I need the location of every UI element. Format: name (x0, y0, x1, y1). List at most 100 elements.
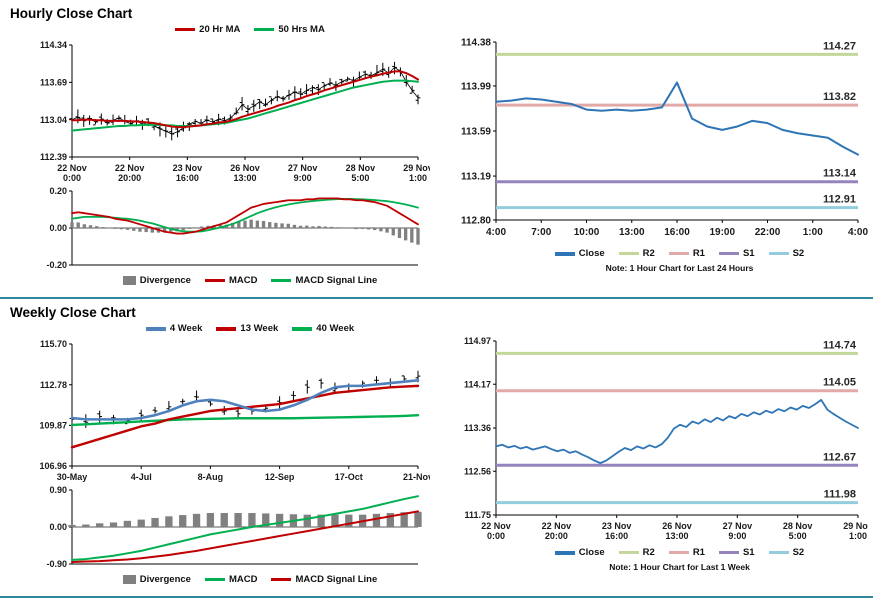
svg-text:0.20: 0.20 (49, 186, 67, 196)
legend-item-divergence: Divergence (122, 275, 191, 286)
svg-text:9:00: 9:00 (294, 173, 312, 183)
legend-item-4-week: 4 Week (145, 323, 202, 334)
hourly-section-title: Hourly Close Chart (10, 6, 133, 21)
svg-text:20:00: 20:00 (118, 173, 141, 183)
svg-text:16:00: 16:00 (664, 227, 690, 238)
svg-text:13:00: 13:00 (665, 531, 688, 541)
legend-item-close: Close (554, 248, 605, 259)
svg-text:113.82: 113.82 (823, 91, 856, 103)
legend-swatch-r1 (668, 551, 689, 554)
svg-text:5:00: 5:00 (789, 531, 807, 541)
legend-swatch-macd-signal-line (271, 279, 292, 282)
svg-text:114.05: 114.05 (823, 377, 856, 389)
svg-text:16:00: 16:00 (605, 531, 628, 541)
legend-label: 13 Week (240, 323, 279, 334)
hourly-macd-chart: -0.20 0.00 0.20 (46, 186, 420, 270)
legend-swatch-divergence (122, 276, 136, 285)
legend-swatch-macd (204, 578, 225, 581)
svg-text:17-Oct: 17-Oct (335, 472, 363, 482)
hourly-price-legend: 20 Hr MA 50 Hrs MA (22, 22, 434, 37)
legend-swatch-divergence (122, 575, 136, 584)
legend-label: R1 (692, 248, 705, 259)
legend-swatch-13-week (216, 326, 237, 331)
hourly-section: Hourly Close Chart 20 Hr MA 50 Hrs MA 112… (0, 0, 873, 299)
svg-text:19:00: 19:00 (709, 227, 735, 238)
legend-item-s1: S1 (718, 547, 755, 558)
legend-item-13-week: 13 Week (216, 323, 278, 334)
legend-swatch-close (554, 550, 575, 555)
svg-text:27 Nov: 27 Nov (288, 163, 318, 173)
svg-text:26 Nov: 26 Nov (230, 163, 260, 173)
weekly-price-legend: 4 Week 13 Week 40 Week (22, 321, 434, 336)
svg-text:10:00: 10:00 (574, 227, 600, 238)
svg-text:109.87: 109.87 (39, 421, 67, 431)
svg-text:113.59: 113.59 (461, 127, 491, 138)
legend-label: MACD (228, 275, 258, 286)
svg-text:112.80: 112.80 (461, 216, 491, 227)
svg-text:27 Nov: 27 Nov (723, 521, 753, 531)
legend-swatch-macd-signal-line (271, 578, 292, 581)
svg-text:22 Nov: 22 Nov (481, 521, 511, 531)
svg-text:112.67: 112.67 (823, 451, 856, 463)
legend-item-r2: R2 (618, 248, 655, 259)
svg-text:115.70: 115.70 (40, 339, 67, 349)
svg-text:113.04: 113.04 (40, 115, 67, 125)
legend-item-r1: R1 (668, 547, 705, 558)
legend-label: 50 Hrs MA (278, 24, 325, 35)
svg-text:28 Nov: 28 Nov (346, 163, 376, 173)
svg-text:26 Nov: 26 Nov (662, 521, 692, 531)
legend-swatch-s2 (768, 551, 789, 554)
svg-text:106.96: 106.96 (39, 461, 67, 471)
svg-text:21-Nov: 21-Nov (403, 472, 430, 482)
svg-text:28 Nov: 28 Nov (783, 521, 813, 531)
legend-swatch-s2 (768, 252, 789, 255)
weekly-macd-chart: -0.90 0.00 0.90 (46, 485, 422, 569)
svg-text:-0.20: -0.20 (46, 260, 67, 270)
legend-label: S2 (792, 248, 805, 259)
svg-text:29 Nov: 29 Nov (843, 521, 868, 531)
legend-label: R2 (642, 547, 655, 558)
svg-text:5:00: 5:00 (351, 173, 369, 183)
hourly-left-column: 20 Hr MA 50 Hrs MA 112.39 113.04 113.69 114.… (22, 22, 434, 288)
legend-item-divergence: Divergence (122, 574, 191, 585)
legend-item-close: Close (554, 547, 605, 558)
legend-swatch-r2 (618, 551, 639, 554)
weekly-macd-legend: Divergence MACD MACD Signal Line (22, 572, 434, 587)
hourly-support-resistance-chart: 112.80 113.19 113.59 113.99 114.38 4:00 7:00 10… (461, 38, 868, 238)
weekly-section-title: Weekly Close Chart (10, 305, 136, 320)
svg-text:114.34: 114.34 (40, 40, 67, 50)
legend-label: S1 (742, 248, 755, 259)
legend-label: MACD (228, 574, 258, 585)
svg-text:111.75: 111.75 (464, 510, 491, 520)
svg-text:22 Nov: 22 Nov (57, 163, 87, 173)
weekly-price-chart: 106.96 109.87 112.78 115.70 30-May 4-Jul 8-Aug… (39, 339, 430, 482)
legend-swatch-r2 (618, 252, 639, 255)
svg-text:23 Nov: 23 Nov (602, 521, 632, 531)
legend-label: S1 (742, 547, 755, 558)
legend-label: Divergence (139, 275, 191, 286)
svg-text:111.98: 111.98 (824, 489, 856, 501)
weekly-sr-legend: Close R2 R1 S1 S2 (448, 545, 873, 560)
legend-label: S2 (792, 547, 805, 558)
legend-swatch-macd (204, 279, 225, 282)
svg-text:22 Nov: 22 Nov (115, 163, 145, 173)
svg-text:112.39: 112.39 (40, 152, 67, 162)
legend-swatch-20-hr-ma (175, 28, 196, 31)
svg-text:16:00: 16:00 (176, 173, 199, 183)
hourly-note: Note: 1 Hour Chart for Last 24 Hours (605, 263, 754, 273)
svg-text:113.36: 113.36 (464, 423, 491, 433)
svg-text:112.91: 112.91 (823, 194, 856, 206)
svg-text:20:00: 20:00 (545, 531, 568, 541)
legend-item-r2: R2 (618, 547, 655, 558)
svg-text:22 Nov: 22 Nov (542, 521, 572, 531)
legend-swatch-close (554, 251, 575, 256)
svg-text:30-May: 30-May (57, 472, 88, 482)
legend-swatch-s1 (718, 252, 739, 255)
svg-text:-0.90: -0.90 (46, 559, 67, 569)
svg-text:7:00: 7:00 (531, 227, 551, 238)
legend-label: 40 Week (316, 323, 355, 334)
svg-text:0.00: 0.00 (49, 223, 67, 233)
weekly-body: 4 Week 13 Week 40 Week 106.96 109.87 112.78 1… (0, 321, 873, 587)
